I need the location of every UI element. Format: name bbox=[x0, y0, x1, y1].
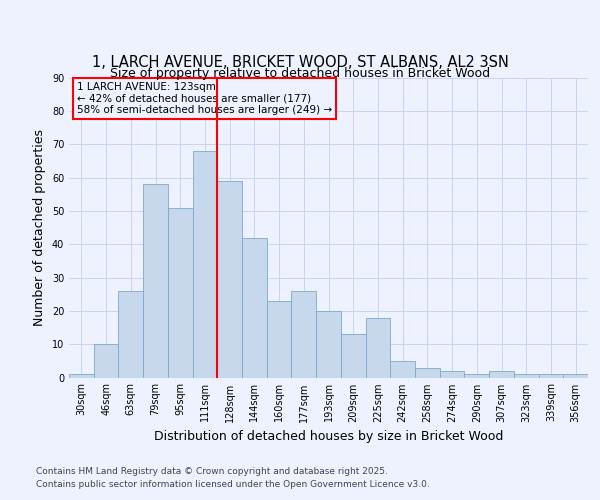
Text: 1, LARCH AVENUE, BRICKET WOOD, ST ALBANS, AL2 3SN: 1, LARCH AVENUE, BRICKET WOOD, ST ALBANS… bbox=[92, 55, 508, 70]
Y-axis label: Number of detached properties: Number of detached properties bbox=[33, 129, 46, 326]
Bar bbox=[168, 208, 193, 378]
Bar bbox=[341, 334, 365, 378]
Text: Contains public sector information licensed under the Open Government Licence v3: Contains public sector information licen… bbox=[36, 480, 430, 489]
Bar bbox=[69, 374, 94, 378]
X-axis label: Distribution of detached houses by size in Bricket Wood: Distribution of detached houses by size … bbox=[154, 430, 503, 443]
Bar bbox=[118, 291, 143, 378]
Bar bbox=[489, 371, 514, 378]
Bar bbox=[267, 301, 292, 378]
Bar bbox=[464, 374, 489, 378]
Bar bbox=[193, 151, 217, 378]
Bar bbox=[242, 238, 267, 378]
Text: Contains HM Land Registry data © Crown copyright and database right 2025.: Contains HM Land Registry data © Crown c… bbox=[36, 467, 388, 476]
Bar bbox=[217, 181, 242, 378]
Bar bbox=[440, 371, 464, 378]
Bar bbox=[316, 311, 341, 378]
Text: 1 LARCH AVENUE: 123sqm
← 42% of detached houses are smaller (177)
58% of semi-de: 1 LARCH AVENUE: 123sqm ← 42% of detached… bbox=[77, 82, 332, 115]
Bar bbox=[514, 374, 539, 378]
Bar bbox=[539, 374, 563, 378]
Bar bbox=[292, 291, 316, 378]
Bar bbox=[415, 368, 440, 378]
Bar bbox=[94, 344, 118, 378]
Bar bbox=[143, 184, 168, 378]
Bar bbox=[563, 374, 588, 378]
Text: Size of property relative to detached houses in Bricket Wood: Size of property relative to detached ho… bbox=[110, 67, 490, 80]
Bar bbox=[390, 361, 415, 378]
Bar bbox=[365, 318, 390, 378]
